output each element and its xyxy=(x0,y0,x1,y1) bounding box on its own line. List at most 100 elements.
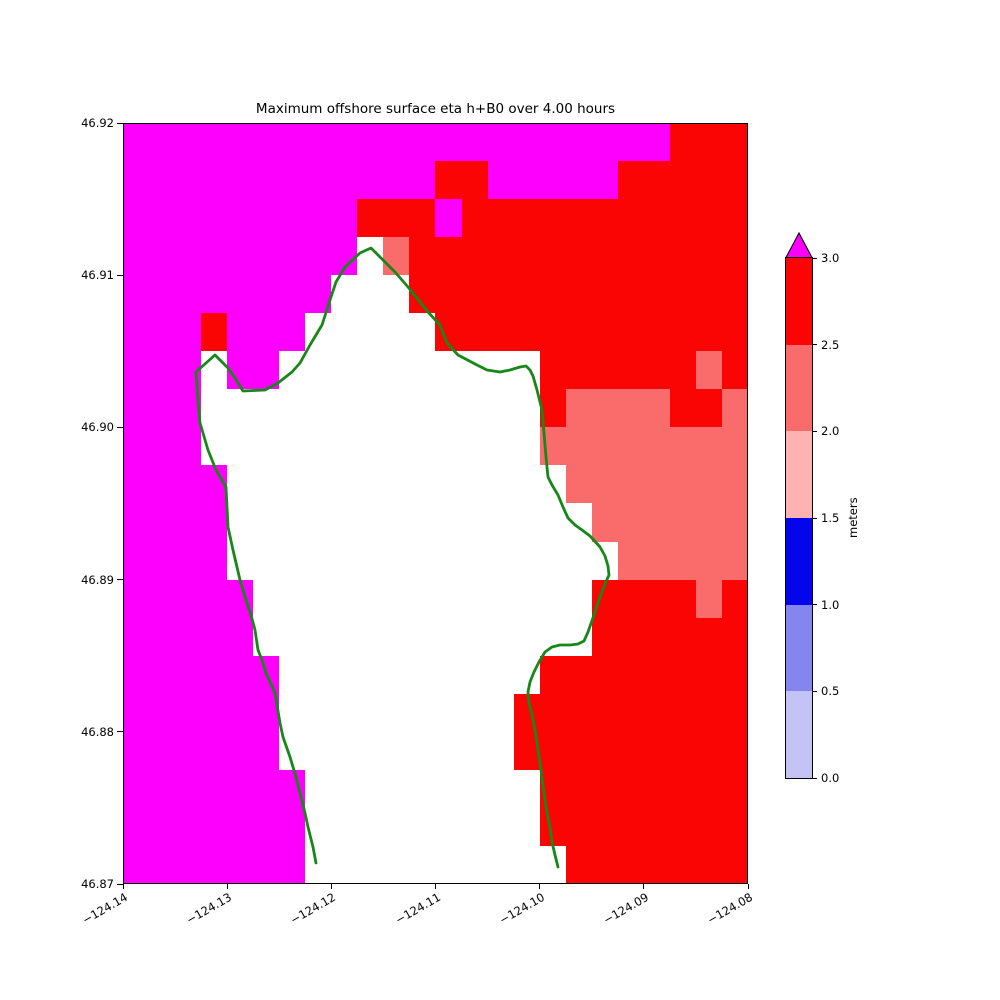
x-tick-mark xyxy=(539,884,541,889)
heatmap-cell xyxy=(383,427,410,466)
colorbar-tick-mark xyxy=(813,690,817,692)
heatmap-cell xyxy=(227,693,254,732)
heatmap-cell xyxy=(591,845,618,884)
heatmap-cell xyxy=(695,845,722,884)
heatmap-cell xyxy=(279,807,306,846)
heatmap-cell xyxy=(175,275,202,314)
colorbar-segment xyxy=(786,258,812,345)
heatmap-cell xyxy=(357,389,384,428)
heatmap-cell xyxy=(175,693,202,732)
heatmap-cell xyxy=(279,313,306,352)
heatmap-cell xyxy=(123,275,150,314)
heatmap-cell xyxy=(123,313,150,352)
heatmap-cell xyxy=(149,427,176,466)
heatmap-cell xyxy=(565,275,592,314)
heatmap-cell xyxy=(201,313,228,352)
heatmap-cell xyxy=(149,161,176,200)
heatmap-cell xyxy=(721,693,748,732)
heatmap-cell xyxy=(669,541,696,580)
heatmap-cell xyxy=(669,769,696,808)
heatmap-cell xyxy=(461,579,488,618)
heatmap-cell xyxy=(487,655,514,694)
heatmap-cell xyxy=(331,199,358,238)
heatmap-cell xyxy=(721,503,748,542)
heatmap-cell xyxy=(201,503,228,542)
heatmap-cell xyxy=(435,275,462,314)
heatmap-cell xyxy=(149,807,176,846)
colorbar-tick-mark xyxy=(813,777,817,779)
heatmap-cell xyxy=(331,389,358,428)
heatmap-cell xyxy=(175,237,202,276)
heatmap-cell xyxy=(123,123,150,162)
heatmap-cell xyxy=(175,807,202,846)
heatmap-cell xyxy=(331,351,358,390)
heatmap-cell xyxy=(461,313,488,352)
heatmap-cell xyxy=(123,579,150,618)
heatmap-cell xyxy=(201,465,228,504)
heatmap-cell xyxy=(487,161,514,200)
heatmap-cell xyxy=(279,465,306,504)
heatmap xyxy=(123,123,748,884)
heatmap-cell xyxy=(487,731,514,770)
heatmap-cell xyxy=(695,731,722,770)
heatmap-cell xyxy=(539,693,566,732)
heatmap-cell xyxy=(435,123,462,162)
heatmap-cell xyxy=(617,693,644,732)
heatmap-cell xyxy=(721,161,748,200)
heatmap-cell xyxy=(357,465,384,504)
heatmap-cell xyxy=(721,845,748,884)
x-tick-mark xyxy=(643,884,645,889)
heatmap-cell xyxy=(253,351,280,390)
heatmap-cell xyxy=(539,123,566,162)
heatmap-cell xyxy=(149,199,176,238)
heatmap-cell xyxy=(539,199,566,238)
heatmap-cell xyxy=(305,655,332,694)
heatmap-cell xyxy=(383,693,410,732)
heatmap-cell xyxy=(123,731,150,770)
heatmap-cell xyxy=(227,769,254,808)
colorbar-axis-label: meters xyxy=(846,497,860,538)
heatmap-cell xyxy=(617,427,644,466)
heatmap-cell xyxy=(643,655,670,694)
heatmap-cell xyxy=(513,655,540,694)
y-tick-mark xyxy=(117,731,123,733)
colorbar-tick-label: 1.5 xyxy=(821,511,840,525)
heatmap-cell xyxy=(565,541,592,580)
heatmap-cell xyxy=(357,655,384,694)
heatmap-cell xyxy=(383,465,410,504)
heatmap-cell xyxy=(305,123,332,162)
heatmap-cell xyxy=(643,769,670,808)
x-tick-label: −124.14 xyxy=(79,890,130,928)
heatmap-cell xyxy=(357,313,384,352)
heatmap-cell xyxy=(253,769,280,808)
heatmap-cell xyxy=(123,655,150,694)
heatmap-cell xyxy=(695,465,722,504)
heatmap-cell xyxy=(149,465,176,504)
x-tick-mark xyxy=(435,884,436,889)
y-tick-label: 46.87 xyxy=(81,877,114,891)
heatmap-cell xyxy=(305,161,332,200)
heatmap-cell xyxy=(461,427,488,466)
heatmap-cell xyxy=(227,617,254,656)
heatmap-cell xyxy=(409,199,436,238)
heatmap-cell xyxy=(331,617,358,656)
heatmap-cell xyxy=(461,389,488,428)
heatmap-cell xyxy=(565,123,592,162)
x-tick-label: −124.08 xyxy=(704,890,755,928)
heatmap-cell xyxy=(643,427,670,466)
heatmap-cell xyxy=(331,769,358,808)
colorbar-tick-label: 1.0 xyxy=(821,597,840,612)
heatmap-cell xyxy=(253,389,280,428)
heatmap-cell xyxy=(539,161,566,200)
heatmap-cell xyxy=(409,503,436,542)
heatmap-cell xyxy=(279,275,306,314)
heatmap-cell xyxy=(227,351,254,390)
heatmap-cell xyxy=(461,161,488,200)
heatmap-cell xyxy=(513,427,540,466)
heatmap-cell xyxy=(669,123,696,162)
heatmap-cell xyxy=(253,313,280,352)
heatmap-cell xyxy=(669,389,696,428)
heatmap-cell xyxy=(669,845,696,884)
colorbar-over-arrow xyxy=(785,232,813,258)
heatmap-cell xyxy=(279,237,306,276)
